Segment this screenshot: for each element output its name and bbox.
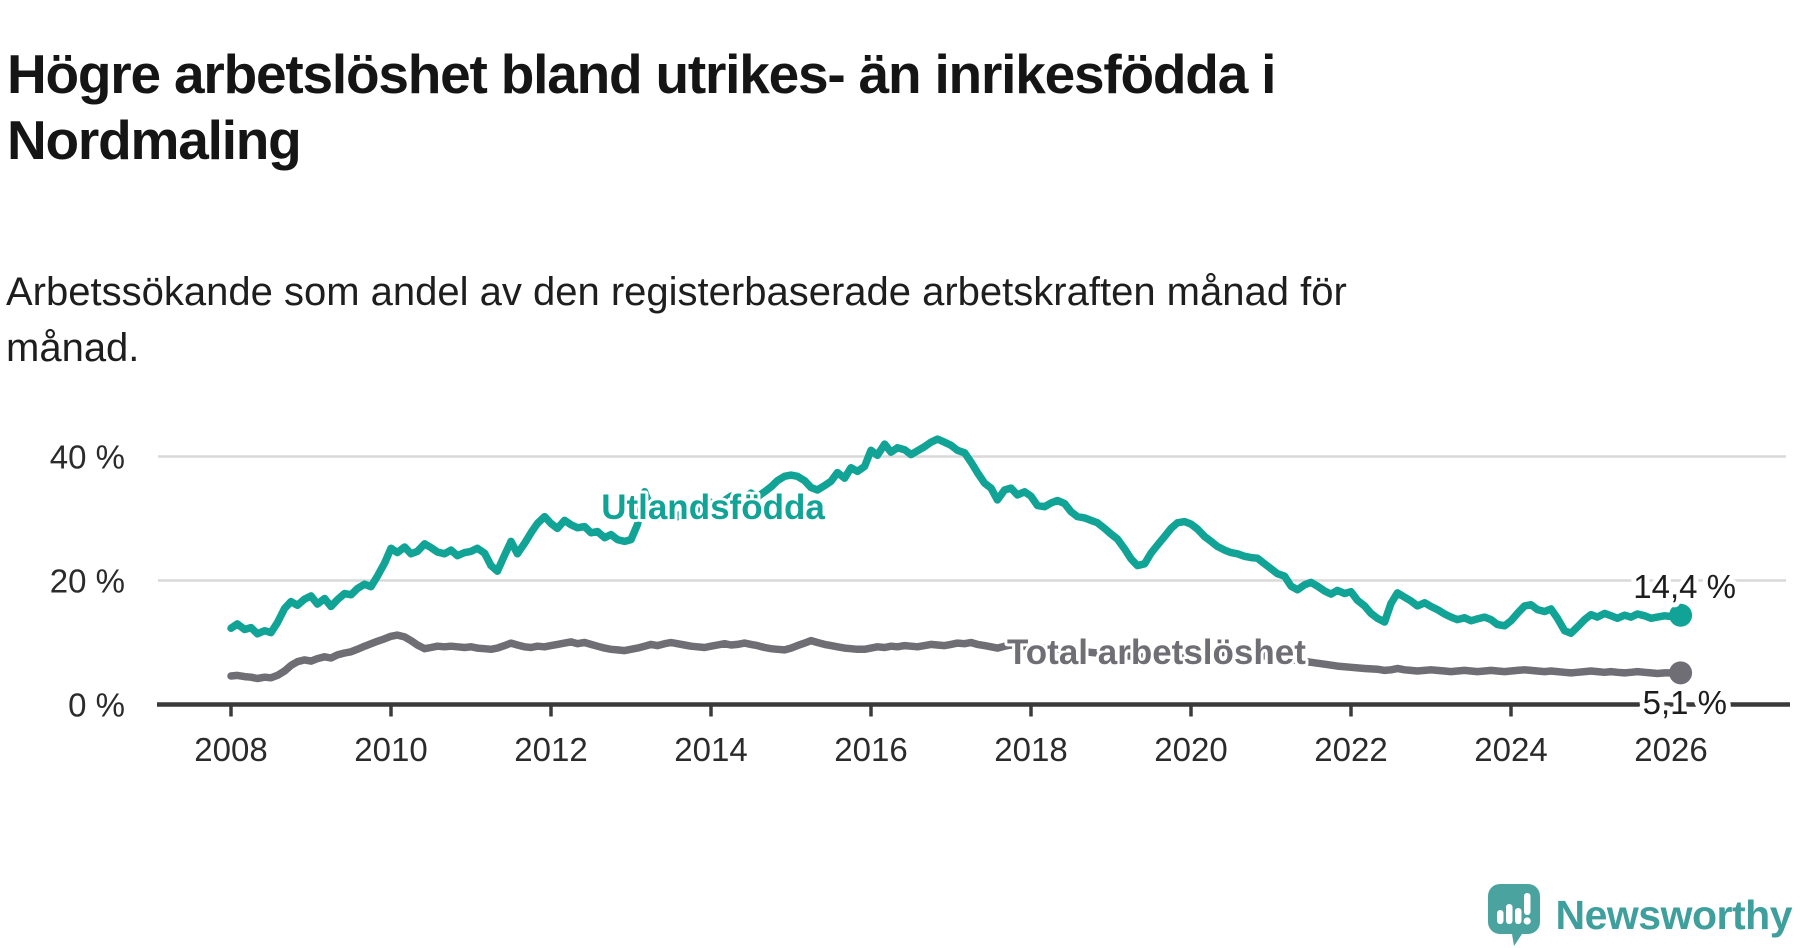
page-title: Högre arbetslöshet bland utrikes- än inr… [7, 41, 1276, 173]
series-label-total: Total arbetslöshet [1007, 633, 1306, 672]
x-axis: 2008 2010 2012 2014 2016 2018 2020 2022 2024 2026… [50, 439, 1790, 768]
exclamation-dot [1523, 917, 1531, 925]
newsworthy-branding: Newsworthy [1487, 884, 1793, 946]
series-end-dot-utlandsfodda [1669, 603, 1693, 627]
x-tick-label-2010: 2010 [354, 731, 427, 768]
x-tick-label-2016: 2016 [834, 731, 907, 768]
series-lines [227, 435, 1693, 685]
y-tick-label-0: 0 % [68, 687, 125, 724]
speech-bubble-shape [1487, 884, 1540, 946]
series-end-label-total: 5,1 % [1643, 684, 1727, 721]
series-end-label-utlandsfodda: 14,4 % [1633, 568, 1736, 605]
bar-3 [1514, 908, 1521, 924]
bar-2 [1505, 904, 1512, 924]
subtitle-line-1: Arbetssökande som andel av den registerb… [6, 270, 1347, 314]
title-line-1: Högre arbetslöshet bland utrikes- än inr… [7, 42, 1276, 105]
x-tick-label-2024: 2024 [1474, 731, 1547, 768]
exclamation-bar [1523, 893, 1530, 915]
newsworthy-logo-text: Newsworthy [1555, 891, 1793, 938]
series-line-total [227, 631, 1685, 683]
y-tick-label-40: 40 % [50, 439, 125, 476]
subtitle-line-2: månad. [6, 326, 140, 370]
x-tick-label-2014: 2014 [674, 731, 747, 768]
chart-labels: Utlandsfödda 14,4 % Total arbetslöshet 5,1 … [598, 485, 1741, 726]
series-label-utlandsfodda: Utlandsfödda [601, 488, 825, 527]
x-tick-label-2026: 2026 [1634, 731, 1707, 768]
series-end-dot-total [1669, 661, 1693, 685]
gridlines [158, 455, 1786, 582]
x-tick-label-2018: 2018 [994, 731, 1067, 768]
x-tick-label-2022: 2022 [1314, 731, 1387, 768]
title-line-2: Nordmaling [7, 108, 302, 171]
newsworthy-logo-icon [1487, 884, 1540, 946]
series-line-utlandsfodda [227, 435, 1685, 638]
bar-1 [1496, 910, 1503, 924]
x-tick-label-2020: 2020 [1154, 731, 1227, 768]
chart-subtitle: Arbetssökande som andel av den registerb… [6, 264, 1347, 376]
y-tick-label-20: 20 % [50, 563, 125, 600]
x-tick-label-2012: 2012 [514, 731, 587, 768]
x-tick-label-2008: 2008 [194, 731, 267, 768]
